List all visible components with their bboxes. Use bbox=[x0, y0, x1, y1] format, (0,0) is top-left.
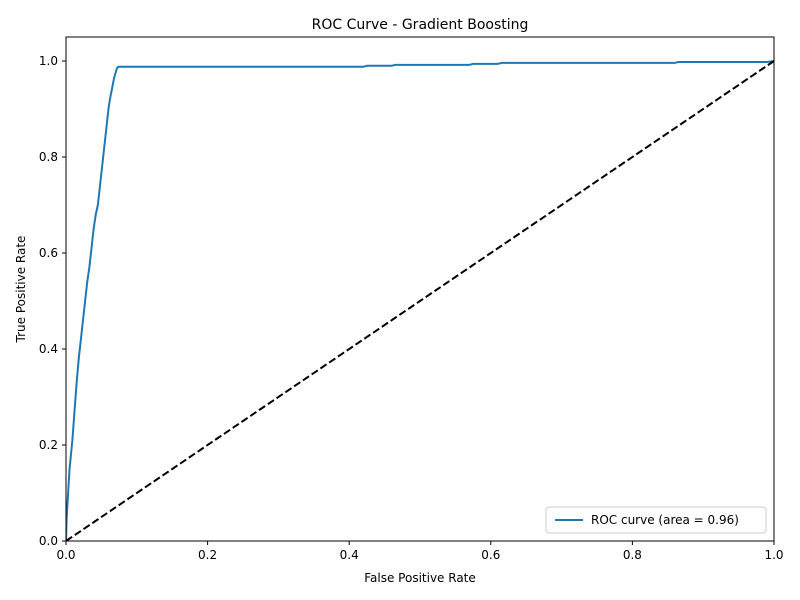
chart-title: ROC Curve - Gradient Boosting bbox=[312, 17, 529, 33]
y-tick-label: 0.8 bbox=[39, 150, 58, 164]
axes-frame bbox=[65, 36, 775, 542]
legend-entry-label: ROC curve (area = 0.96) bbox=[591, 513, 739, 527]
legend: ROC curve (area = 0.96) bbox=[545, 506, 767, 534]
y-tick-label: 0.0 bbox=[39, 534, 58, 548]
x-tick-label: 1.0 bbox=[764, 548, 783, 562]
plot-area: 0.0 0.2 0.4 0.6 0.8 1.0 0.0 0.2 0.4 0.6 0.8 1.0 bbox=[39, 36, 784, 562]
roc-curve-line bbox=[66, 60, 774, 541]
series-group bbox=[66, 60, 774, 541]
y-tick-label: 1.0 bbox=[39, 54, 58, 68]
x-tick-label: 0.6 bbox=[481, 548, 500, 562]
y-axis-label: True Positive Rate bbox=[14, 236, 28, 344]
x-axis-label: False Positive Rate bbox=[364, 571, 476, 585]
y-tick-label: 0.6 bbox=[39, 246, 58, 260]
x-tick-label: 0.8 bbox=[623, 548, 642, 562]
diagonal-reference-line bbox=[66, 60, 774, 541]
y-tick-label: 0.4 bbox=[39, 342, 58, 356]
legend-box bbox=[545, 506, 767, 534]
y-tick-label: 0.2 bbox=[39, 438, 58, 452]
x-tick-label: 0.0 bbox=[56, 548, 75, 562]
x-tick-label: 0.2 bbox=[198, 548, 217, 562]
x-tick-label: 0.4 bbox=[340, 548, 359, 562]
